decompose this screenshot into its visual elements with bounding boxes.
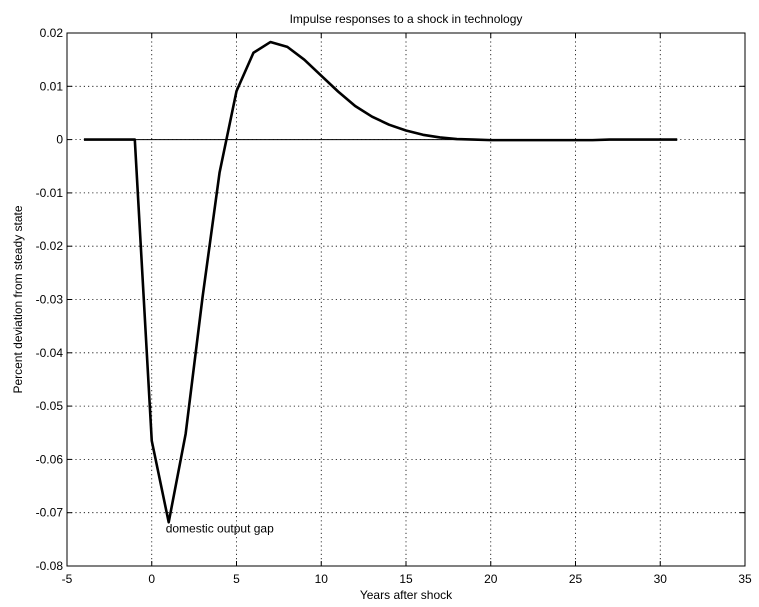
x-axis-ticks: -5 0 5 10 15 20 25 30 35 bbox=[62, 33, 752, 586]
x-tick-label: 5 bbox=[233, 572, 240, 586]
y-tick-label: 0.01 bbox=[40, 79, 64, 93]
grid-lines bbox=[67, 33, 745, 566]
y-tick-label: -0.04 bbox=[36, 346, 64, 360]
y-tick-label: -0.03 bbox=[36, 293, 64, 307]
y-tick-label: -0.02 bbox=[36, 239, 64, 253]
y-tick-label: -0.08 bbox=[36, 559, 64, 573]
x-tick-label: 15 bbox=[399, 572, 413, 586]
y-tick-label: 0 bbox=[56, 133, 63, 147]
series-group bbox=[83, 40, 678, 524]
x-tick-label: 25 bbox=[569, 572, 583, 586]
y-tick-label: -0.05 bbox=[36, 399, 64, 413]
annotations: domestic output gap bbox=[166, 521, 274, 535]
x-tick-label: 35 bbox=[738, 572, 752, 586]
series-annotation: domestic output gap bbox=[166, 521, 274, 535]
y-tick-label: -0.07 bbox=[36, 506, 64, 520]
x-axis-label: Years after shock bbox=[360, 588, 453, 602]
x-tick-label: 20 bbox=[484, 572, 498, 586]
y-axis-ticks: 0.02 0.01 0 -0.01 -0.02 -0.03 -0.04 -0.05 -0.06 -… bbox=[36, 26, 745, 573]
y-axis-label: Percent deviation from steady state bbox=[11, 205, 25, 393]
chart-title: Impulse responses to a shock in technolo… bbox=[290, 12, 523, 26]
y-tick-label: -0.06 bbox=[36, 452, 64, 466]
x-tick-label: -5 bbox=[62, 572, 73, 586]
y-tick-label: -0.01 bbox=[36, 186, 64, 200]
x-tick-label: 30 bbox=[654, 572, 668, 586]
y-tick-label: 0.02 bbox=[40, 26, 64, 40]
x-tick-label: 0 bbox=[148, 572, 155, 586]
x-tick-label: 10 bbox=[315, 572, 329, 586]
series-line bbox=[83, 40, 678, 524]
